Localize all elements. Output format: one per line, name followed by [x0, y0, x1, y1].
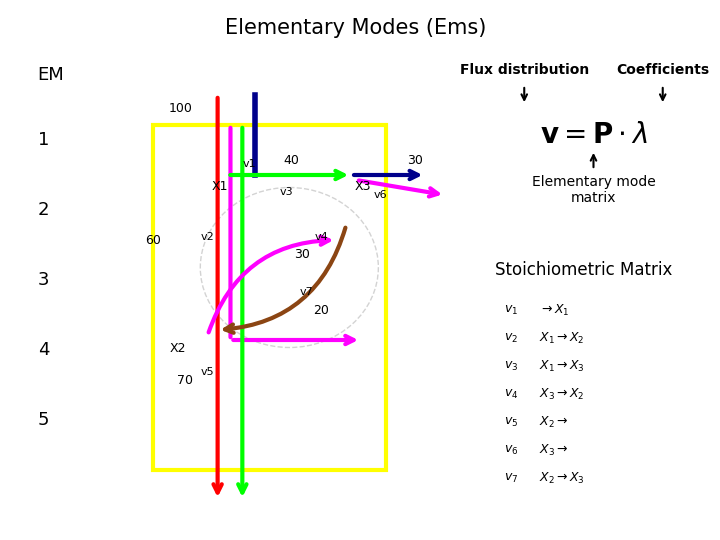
Text: Stoichiometric Matrix: Stoichiometric Matrix [495, 261, 672, 279]
Text: X3: X3 [355, 180, 372, 193]
Text: $\mathit{v_5}$: $\mathit{v_5}$ [505, 415, 518, 429]
Text: $\mathit{\rightarrow X_1}$: $\mathit{\rightarrow X_1}$ [539, 302, 570, 318]
Text: $\mathit{v_6}$: $\mathit{v_6}$ [505, 443, 519, 456]
Text: 20: 20 [313, 303, 330, 316]
Text: Elementary mode
matrix: Elementary mode matrix [531, 175, 655, 205]
Text: 1: 1 [37, 131, 49, 149]
Text: v5: v5 [201, 367, 215, 377]
Text: $\mathit{X_1 \rightarrow X_3}$: $\mathit{X_1 \rightarrow X_3}$ [539, 359, 585, 374]
Text: $\mathit{X_2 \rightarrow X_3}$: $\mathit{X_2 \rightarrow X_3}$ [539, 470, 585, 485]
Text: 4: 4 [37, 341, 49, 359]
Text: EM: EM [37, 66, 64, 84]
Bar [153, 125, 386, 470]
Text: 5: 5 [37, 411, 49, 429]
Text: Flux distribution: Flux distribution [459, 63, 589, 77]
Text: X2: X2 [170, 342, 186, 355]
Text: 100: 100 [169, 102, 193, 114]
Text: 2: 2 [37, 201, 49, 219]
Text: v1: v1 [243, 159, 256, 169]
Text: v6: v6 [374, 190, 387, 200]
Text: $\mathit{X_1 \rightarrow X_2}$: $\mathit{X_1 \rightarrow X_2}$ [539, 330, 585, 346]
Text: $\mathit{v_3}$: $\mathit{v_3}$ [505, 360, 518, 373]
Text: $\mathit{X_3 \rightarrow X_2}$: $\mathit{X_3 \rightarrow X_2}$ [539, 387, 585, 402]
Text: v4: v4 [315, 232, 328, 242]
Text: Elementary Modes (Ems): Elementary Modes (Ems) [225, 18, 487, 38]
Text: $\mathit{X_3 \rightarrow}$: $\mathit{X_3 \rightarrow}$ [539, 442, 568, 457]
Text: $\mathit{v_2}$: $\mathit{v_2}$ [505, 332, 518, 345]
Text: $\mathit{X_2 \rightarrow}$: $\mathit{X_2 \rightarrow}$ [539, 415, 568, 429]
Text: 30: 30 [408, 153, 423, 166]
Text: 40: 40 [284, 153, 300, 166]
Text: $\mathit{v_7}$: $\mathit{v_7}$ [505, 471, 518, 484]
Text: 60: 60 [145, 233, 161, 246]
Text: X1: X1 [212, 180, 228, 193]
Text: 70: 70 [177, 374, 193, 387]
Text: $\mathbf{v} = \mathbf{P} \cdot \lambda$: $\mathbf{v} = \mathbf{P} \cdot \lambda$ [540, 121, 647, 149]
Text: v2: v2 [201, 232, 215, 242]
Text: $\mathit{v_4}$: $\mathit{v_4}$ [505, 388, 519, 401]
Text: v7: v7 [300, 287, 313, 297]
Text: 30: 30 [294, 248, 310, 261]
Text: Coefficients: Coefficients [616, 63, 709, 77]
Text: $\mathit{v_1}$: $\mathit{v_1}$ [505, 303, 518, 316]
Text: 3: 3 [37, 271, 49, 289]
Text: v3: v3 [280, 187, 294, 197]
